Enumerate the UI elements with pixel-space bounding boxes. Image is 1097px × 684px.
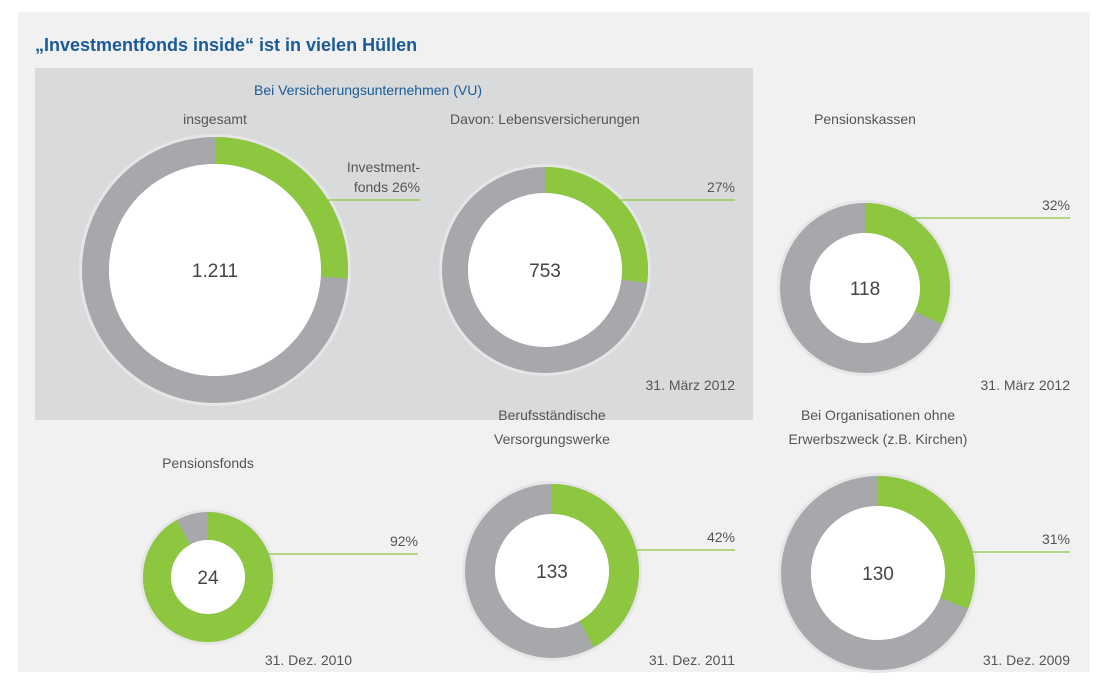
value-label: Investment- — [347, 159, 420, 175]
ring-center — [810, 233, 920, 343]
center-label: 24 — [197, 568, 219, 589]
center-label: 753 — [529, 261, 561, 282]
value-label: fonds 26% — [354, 179, 420, 195]
group-label: Bei Versicherungsunternehmen (VU) — [254, 82, 482, 98]
center-label: 130 — [862, 564, 894, 585]
donut-title: Pensionsfonds — [162, 455, 254, 471]
ring-center — [495, 514, 609, 628]
value-label: 42% — [707, 529, 735, 545]
date-label: 31. Dez. 2009 — [983, 652, 1070, 668]
donut-title: Pensionskassen — [814, 111, 916, 127]
ring-share — [544, 167, 648, 283]
value-label: 27% — [707, 179, 735, 195]
donut-title: Versorgungswerke — [494, 431, 610, 447]
donut-title: Erwerbszweck (z.B. Kirchen) — [789, 431, 968, 447]
ring-center — [109, 164, 321, 376]
date-label: 31. März 2012 — [646, 377, 736, 393]
ring-center — [811, 506, 945, 640]
ring-center — [468, 193, 622, 347]
date-label: 31. März 2012 — [981, 377, 1071, 393]
date-label: 31. Dez. 2011 — [649, 652, 735, 668]
donut-title: Bei Organisationen ohne — [801, 407, 955, 423]
ring-share — [864, 203, 950, 325]
value-label: 32% — [1042, 197, 1070, 213]
ring-share — [877, 476, 975, 609]
center-label: 133 — [536, 562, 568, 583]
title: „Investmentfonds inside“ ist in vielen H… — [35, 35, 417, 55]
date-label: 31. Dez. 2010 — [265, 652, 352, 668]
center-label: 118 — [850, 279, 880, 300]
center-label: 1.211 — [192, 261, 238, 282]
value-label: 92% — [390, 533, 418, 549]
donut-title: Berufsständische — [498, 407, 606, 423]
value-label: 31% — [1042, 531, 1070, 547]
ring-share — [551, 484, 639, 648]
ring-share — [143, 512, 273, 642]
ring-center — [171, 540, 245, 614]
ring-share — [214, 137, 348, 279]
donut-title: insgesamt — [183, 111, 247, 127]
donut-title: Davon: Lebensversicherungen — [450, 111, 640, 127]
